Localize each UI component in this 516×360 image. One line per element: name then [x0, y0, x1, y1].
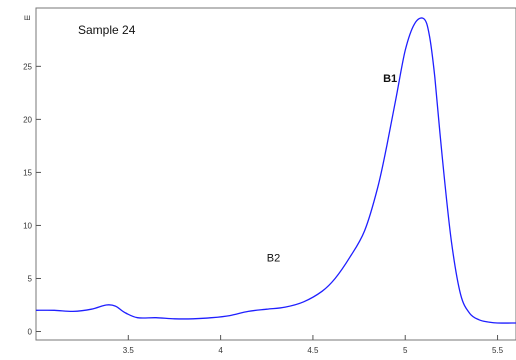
- chart-title: Sample 24: [78, 23, 136, 37]
- x-tick-label: 5.5: [492, 346, 504, 355]
- y-tick-label: 25: [23, 62, 32, 71]
- y-unit-label: ш: [24, 13, 30, 22]
- x-tick-label: 3.5: [123, 346, 135, 355]
- annotation-b1: B1: [383, 73, 397, 85]
- y-tick-label: 10: [23, 221, 32, 230]
- x-tick-label: 5: [403, 346, 408, 355]
- x-tick-label: 4.5: [307, 346, 319, 355]
- y-axis-ticks: 0 5 10 15 20 25: [23, 62, 41, 337]
- plot-frame: [35, 7, 516, 341]
- x-axis-ticks: 3.5 4 4.5 5 5.5: [123, 335, 504, 355]
- y-tick-label: 15: [23, 168, 32, 177]
- annotation-b2: B2: [267, 253, 280, 265]
- series-group: [35, 17, 516, 324]
- y-tick-label: 0: [28, 328, 33, 337]
- x-tick-label: 4: [218, 346, 223, 355]
- y-tick-label: 5: [28, 274, 33, 283]
- y-tick-label: 20: [23, 115, 32, 124]
- series-line: [35, 17, 516, 324]
